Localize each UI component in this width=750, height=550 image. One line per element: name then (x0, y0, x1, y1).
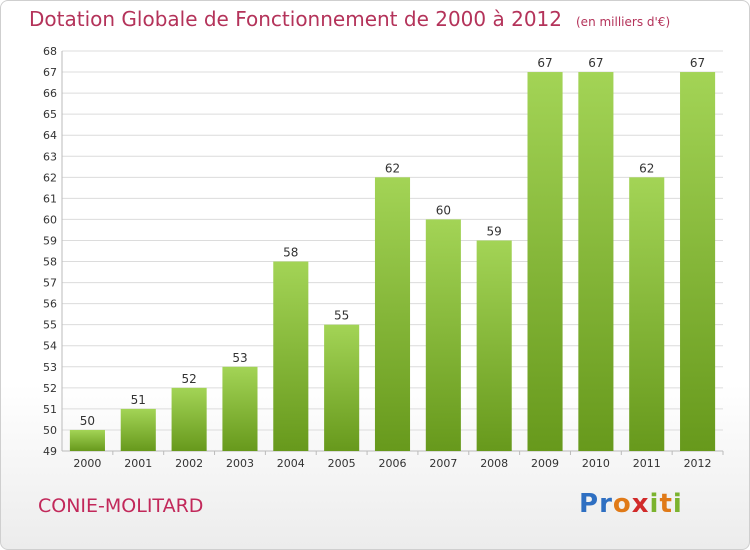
data-label-2000: 50 (80, 414, 95, 428)
proxiti-logo: Proxiti (579, 489, 683, 519)
y-tick-label: 61 (43, 192, 57, 205)
bar-2005 (324, 324, 360, 451)
bar-2010 (578, 72, 614, 451)
data-label-2007: 60 (436, 203, 451, 217)
bar-layer (69, 72, 716, 451)
chart-title-text: Dotation Globale de Fonctionnement de 20… (29, 7, 562, 31)
x-tick-label: 2004 (277, 457, 305, 470)
x-tick-label: 2010 (582, 457, 610, 470)
y-tick-label: 59 (43, 234, 57, 247)
y-tick-label: 56 (43, 298, 57, 311)
logo-letter: x (631, 489, 650, 519)
y-tick-label: 63 (43, 150, 57, 163)
x-tick-label: 2002 (175, 457, 203, 470)
x-tick-label: 2001 (124, 457, 152, 470)
bar-2001 (120, 408, 156, 451)
data-label-2012: 67 (690, 56, 705, 70)
y-tick-label: 50 (43, 424, 57, 437)
y-tick-label: 66 (43, 87, 57, 100)
x-tick-label: 2008 (480, 457, 508, 470)
y-tick-label: 65 (43, 108, 57, 121)
x-tick-label: 2000 (73, 457, 101, 470)
logo-letter: r (599, 489, 613, 519)
bar-2003 (222, 366, 258, 451)
y-tick-label: 57 (43, 277, 57, 290)
bar-2011 (629, 177, 665, 451)
label-layer: 49 50 51 52 53 54 55 56 57 58 59 60 61 62 63 64 65 66 67 68… (43, 45, 712, 470)
bar-2008 (476, 240, 512, 451)
logo-letter: i (672, 489, 683, 519)
bar-2012 (680, 72, 716, 451)
x-tick-label: 2003 (226, 457, 254, 470)
data-label-2008: 59 (487, 224, 502, 238)
y-tick-label: 54 (43, 340, 57, 353)
data-label-2010: 67 (588, 56, 603, 70)
logo-letter: i (649, 489, 660, 519)
y-tick-label: 55 (43, 319, 57, 332)
bar-2000 (69, 429, 105, 451)
y-tick-label: 53 (43, 361, 57, 374)
logo-letter: P (579, 489, 600, 519)
y-tick-label: 67 (43, 66, 57, 79)
commune-name: CONIE-MOLITARD (38, 495, 204, 517)
data-label-2005: 55 (334, 309, 349, 323)
bar-2006 (374, 177, 411, 451)
bar-2004 (273, 261, 309, 451)
x-tick-label: 2012 (684, 457, 712, 470)
y-tick-label: 49 (43, 445, 57, 458)
y-tick-label: 52 (43, 382, 57, 395)
x-tick-label: 2009 (531, 457, 559, 470)
y-tick-label: 51 (43, 403, 57, 416)
data-label-2001: 51 (131, 393, 146, 407)
y-tick-label: 60 (43, 213, 57, 226)
x-tick-label: 2006 (379, 457, 407, 470)
y-tick-label: 58 (43, 256, 57, 269)
bar-2009 (527, 72, 563, 451)
y-tick-label: 64 (43, 129, 57, 142)
x-tick-label: 2005 (328, 457, 356, 470)
chart-unit: (en milliers d'€) (576, 15, 671, 29)
data-label-2011: 62 (639, 161, 654, 175)
y-tick-label: 68 (43, 45, 57, 58)
logo-letter: o (612, 489, 632, 519)
y-tick-label: 62 (43, 171, 57, 184)
bar-2002 (171, 387, 207, 451)
x-tick-label: 2007 (429, 457, 457, 470)
data-label-2002: 52 (181, 372, 196, 386)
logo-letter: t (659, 489, 673, 519)
data-label-2004: 58 (283, 246, 298, 260)
bar-2007 (425, 219, 461, 451)
chart-title: Dotation Globale de Fonctionnement de 20… (29, 7, 670, 31)
data-label-2009: 67 (537, 56, 552, 70)
data-label-2003: 53 (232, 351, 247, 365)
x-tick-label: 2011 (633, 457, 661, 470)
data-label-2006: 62 (385, 161, 400, 175)
